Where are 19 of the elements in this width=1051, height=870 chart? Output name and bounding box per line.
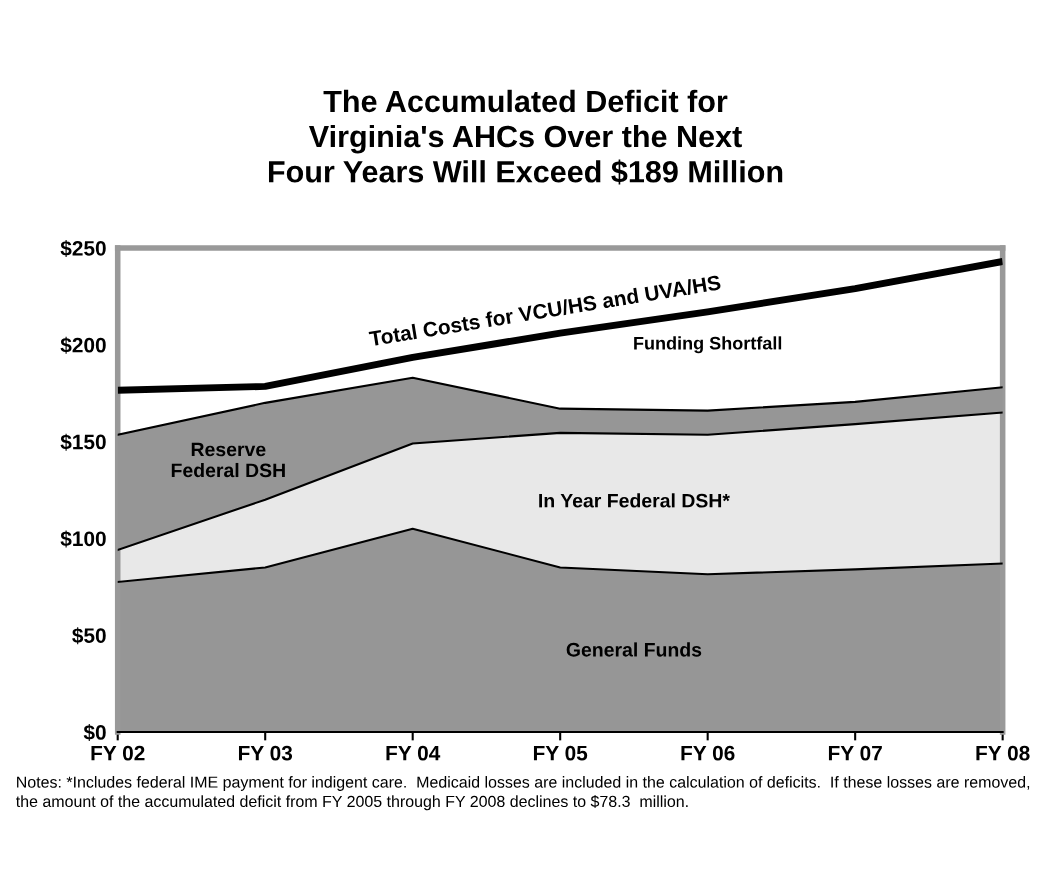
- series-label: In Year Federal DSH*: [539, 493, 730, 508]
- x-tick-label: FY 03: [238, 745, 293, 761]
- x-tick-label: FY 04: [386, 745, 441, 761]
- x-tick-label: FY 08: [976, 745, 1030, 761]
- annotation: Funding Shortfall: [634, 336, 782, 354]
- y-tick-label: $50: [72, 627, 106, 645]
- y-tick-label: $150: [60, 433, 106, 451]
- x-tick-label: FY 02: [91, 745, 145, 761]
- y-tick-label: $250: [60, 240, 106, 258]
- x-tick-label: FY 05: [533, 745, 588, 761]
- series-label: General Funds: [566, 642, 702, 657]
- y-tick-label: $200: [60, 336, 106, 354]
- text: Notes: *Includes federal IME payment for indigent care. Medicaid losses are included in the calculation of deficits. If these losses are removed, the amount of the accumulated deficit from FY 2005 through FY 2008 declines to $78.3 million.: [16, 776, 1030, 811]
- chart-title: The Accumulated Deficit for Virginia's AHCs Over the Next Four Years Will Exceed $189 Million: [268, 89, 783, 185]
- y-tick-label: $100: [60, 530, 106, 548]
- x-tick-label: FY 06: [681, 745, 735, 761]
- x-tick-label: FY 07: [828, 745, 882, 761]
- series-label: Reserve Federal DSH: [171, 442, 285, 478]
- y-tick-label: $0: [83, 724, 106, 742]
